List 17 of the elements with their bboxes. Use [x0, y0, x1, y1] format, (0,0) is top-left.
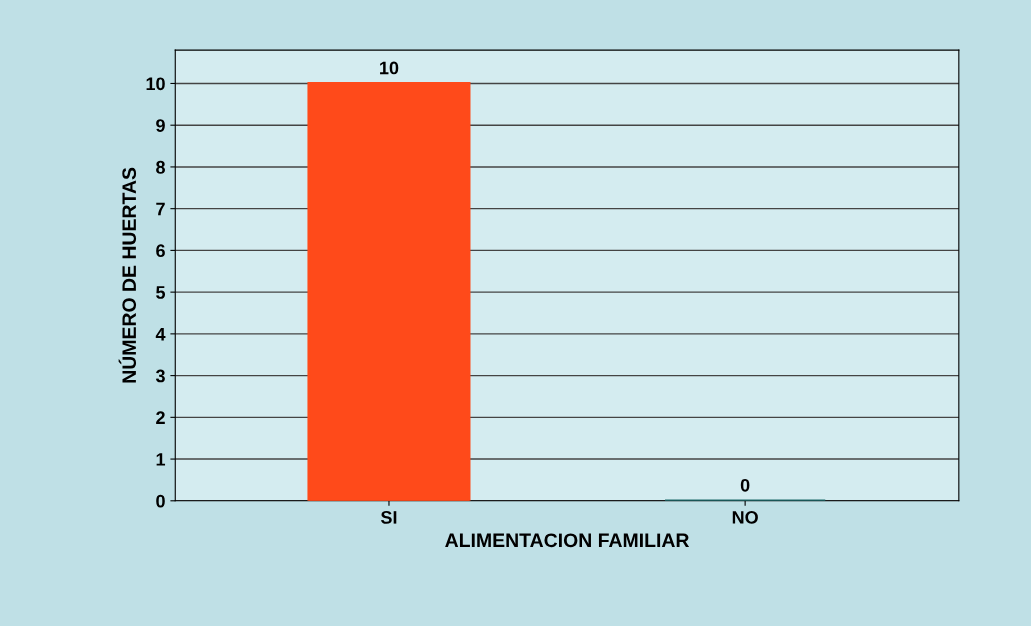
- y-tick-label: 6: [156, 244, 165, 258]
- y-tick-label: 4: [155, 327, 166, 341]
- y-tick-label: 5: [156, 286, 166, 299]
- y-tick-label: 2: [156, 411, 165, 424]
- y-tick-label: 7: [156, 202, 165, 216]
- y-axis-title: NÚMERO DE HUERTAS: [118, 167, 137, 383]
- y-tick-label: 9: [156, 119, 165, 132]
- y-tick-label: 3: [155, 369, 165, 383]
- data-label: 0: [740, 478, 750, 492]
- data-label: 10: [380, 61, 399, 75]
- y-tick-label: 0: [156, 494, 165, 508]
- x-tick-label: SI: [380, 511, 397, 524]
- x-tick-label: NO: [732, 511, 758, 524]
- y-tick-label: 8: [156, 160, 165, 174]
- y-tick-label: 10: [146, 77, 165, 91]
- y-tick-label: 1: [156, 453, 166, 466]
- x-axis-title: ALIMENTACION FAMILIAR: [445, 533, 690, 548]
